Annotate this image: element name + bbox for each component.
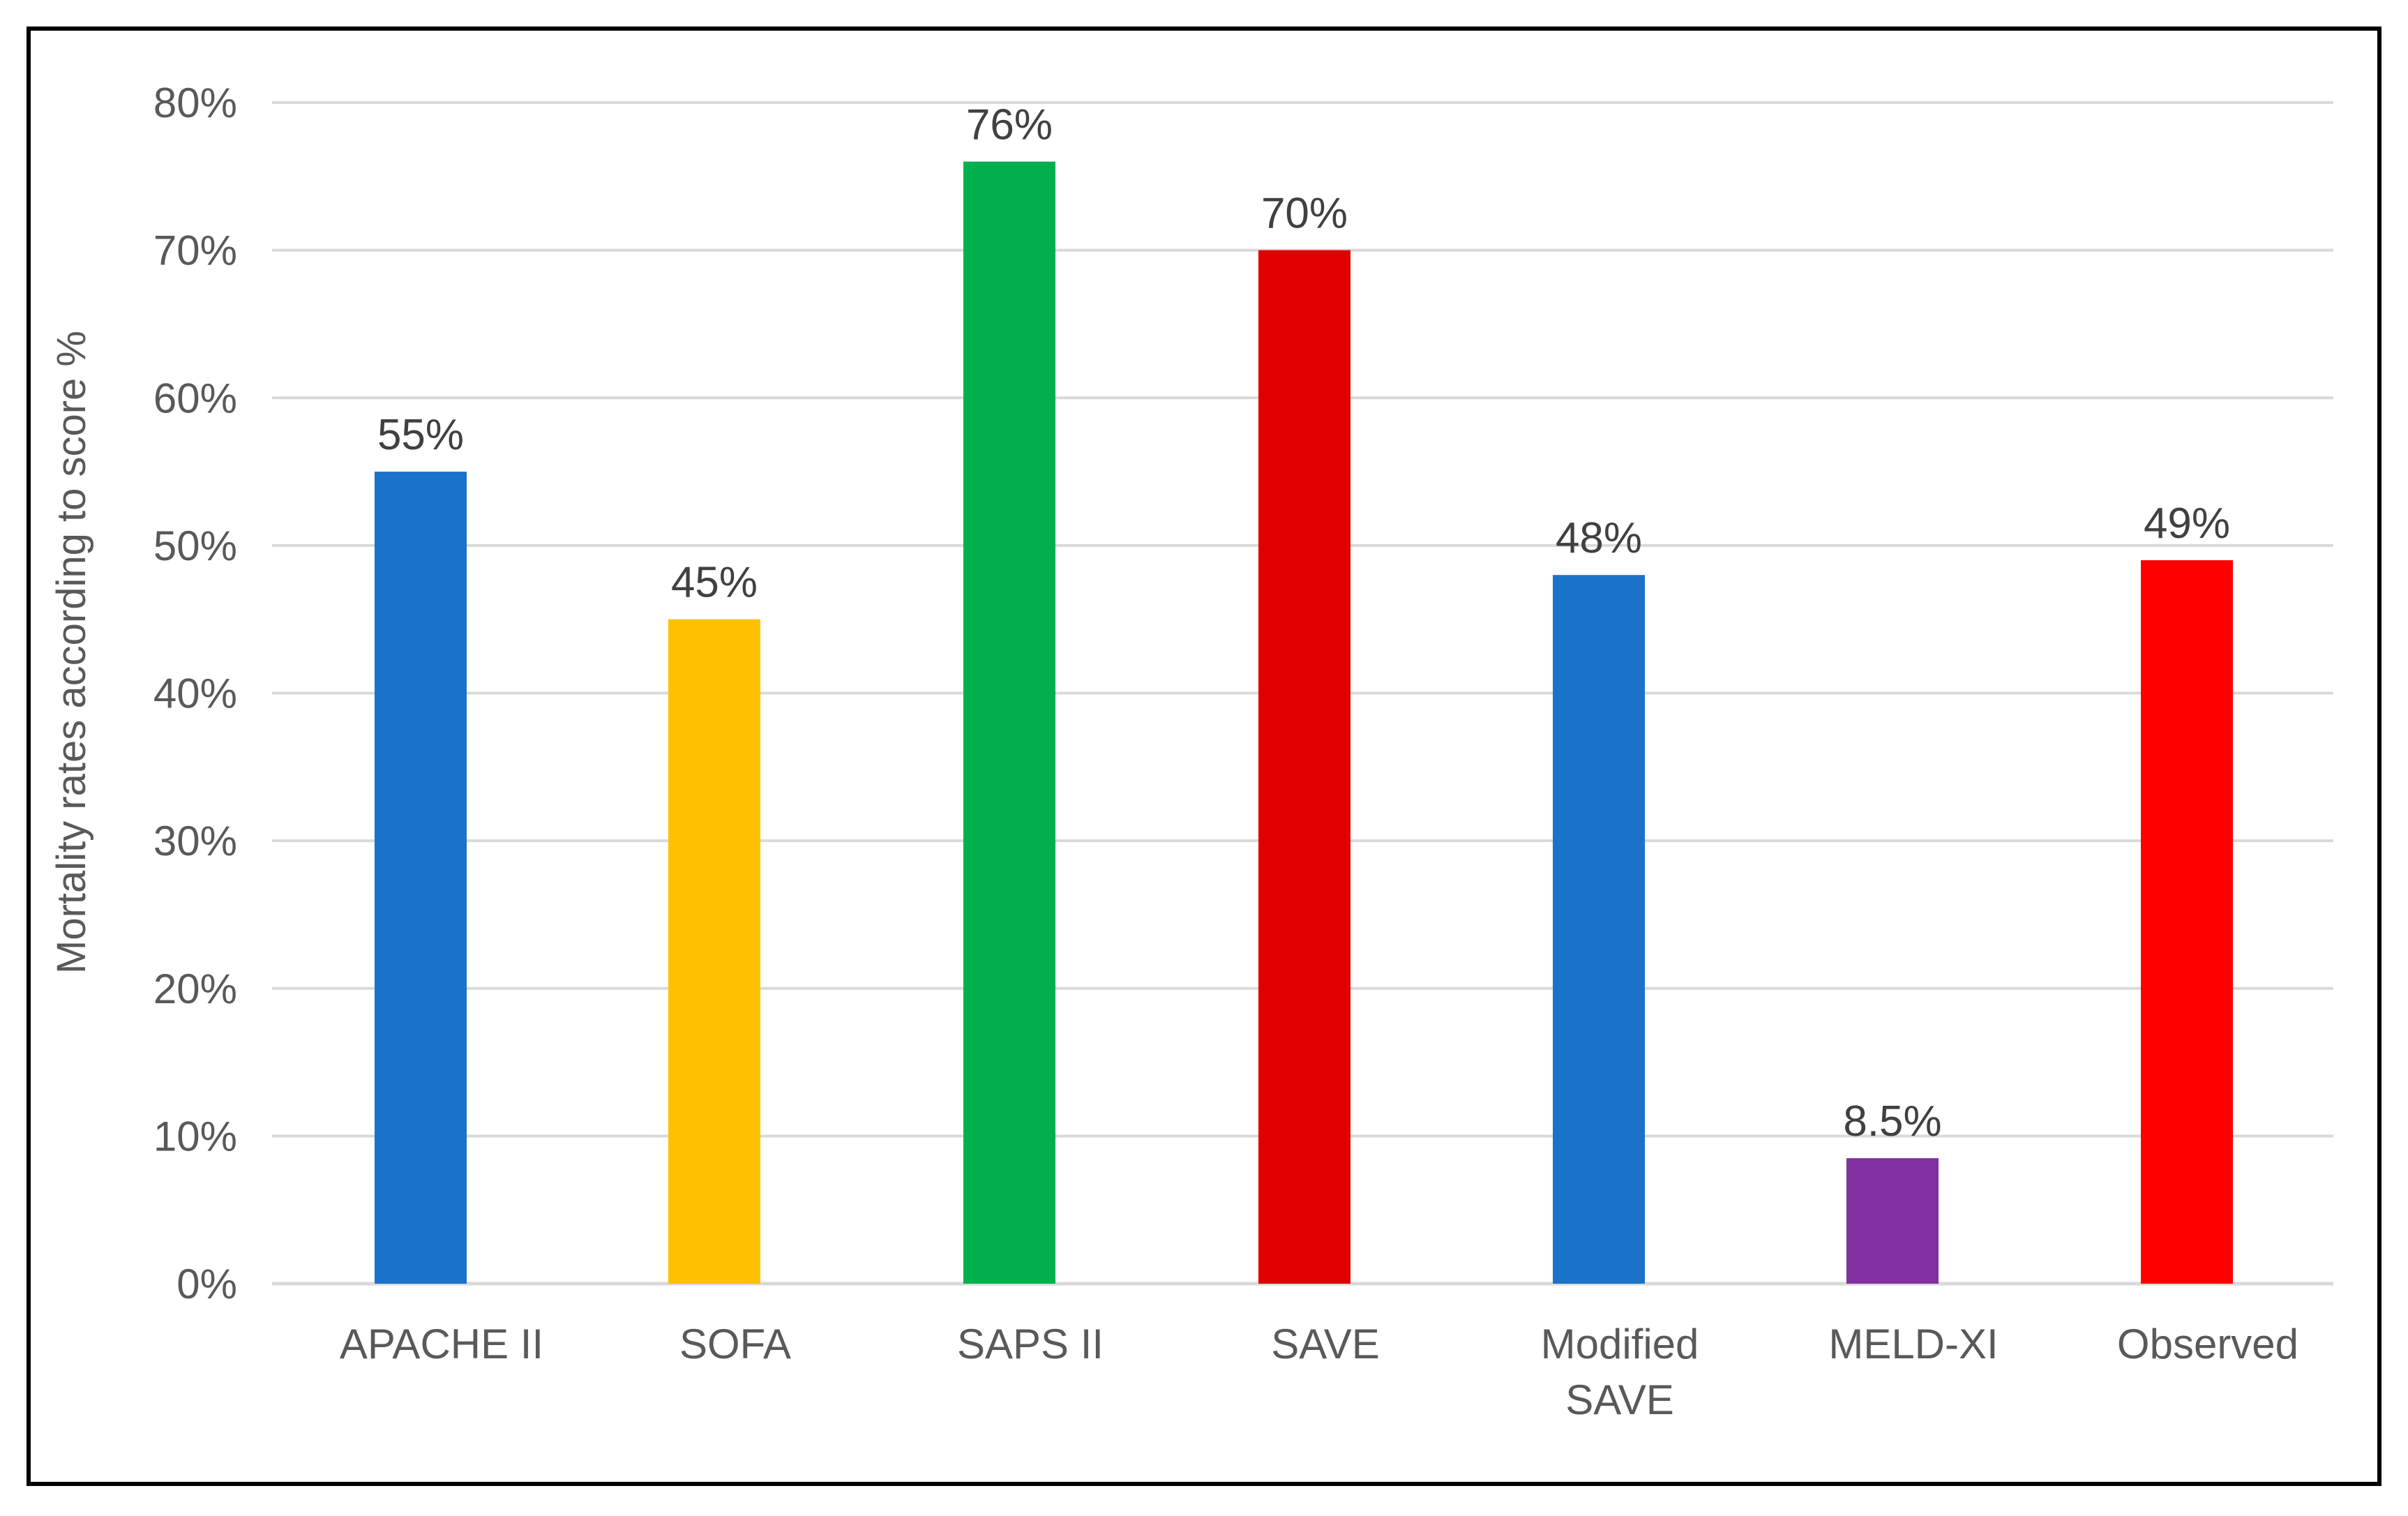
- y-tick-label: 30%: [153, 818, 237, 864]
- x-axis-categories: APACHE II SOFA SAPS II SAVE Modified SAVE MELD…: [340, 1321, 2298, 1423]
- bar: [963, 161, 1055, 1284]
- y-tick-label: 20%: [153, 966, 237, 1012]
- y-tick-label: 40%: [153, 670, 237, 717]
- x-category-label: APACHE II: [340, 1321, 543, 1367]
- data-labels: 55% 45% 76% 70% 48% 8.5% 49%: [377, 101, 2230, 1146]
- bar: [1553, 575, 1645, 1284]
- x-category-label: Observed: [2117, 1321, 2298, 1367]
- bar: [1258, 250, 1350, 1284]
- bars: [375, 161, 2233, 1284]
- bar-value-label: 8.5%: [1843, 1097, 1941, 1146]
- x-category-label: SAVE: [1565, 1376, 1674, 1423]
- bar: [375, 472, 467, 1284]
- x-category-label: SAVE: [1271, 1321, 1380, 1367]
- y-tick-label: 10%: [153, 1113, 237, 1159]
- bar-value-label: 76%: [966, 101, 1053, 149]
- x-category-label: SOFA: [679, 1321, 791, 1367]
- y-tick-label: 50%: [153, 523, 237, 569]
- y-tick-label: 70%: [153, 227, 237, 274]
- x-category-label: MELD-XI: [1828, 1321, 1998, 1367]
- bar-value-label: 48%: [1556, 514, 1642, 562]
- y-tick-label: 80%: [153, 80, 237, 126]
- x-category-label: Modified: [1541, 1321, 1699, 1367]
- bar-value-label: 49%: [2144, 500, 2230, 548]
- x-category-label: SAPS II: [957, 1321, 1104, 1367]
- bar: [2141, 560, 2233, 1284]
- bar: [1846, 1158, 1939, 1284]
- y-tick-label: 60%: [153, 375, 237, 421]
- y-axis-title: Mortality rates according to score %: [49, 331, 94, 974]
- bar-value-label: 55%: [377, 411, 464, 459]
- y-tick-label: 0%: [176, 1261, 237, 1307]
- bar-value-label: 45%: [671, 559, 758, 607]
- bar-value-label: 70%: [1261, 190, 1348, 238]
- bar: [668, 619, 760, 1284]
- y-axis-ticks: 0% 10% 20% 30% 40% 50% 60% 70% 80%: [153, 80, 237, 1307]
